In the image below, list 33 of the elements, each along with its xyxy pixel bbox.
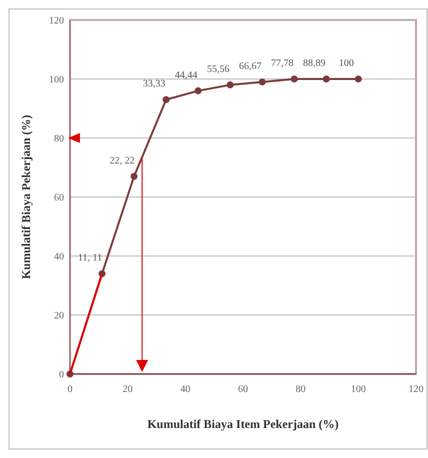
x-tick-label: 60: [238, 384, 248, 395]
annotation: 55,56: [206, 64, 230, 75]
y-tick-label: 40: [54, 252, 64, 262]
point: [290, 76, 298, 82]
annotation: 33,33: [142, 78, 166, 90]
x-tick-label: 100: [350, 384, 366, 395]
x-tick-label: 40: [180, 384, 190, 395]
point: [130, 172, 138, 180]
x-tick-label: 120: [408, 384, 424, 395]
x-tick-label: 80: [296, 384, 306, 395]
point: [354, 76, 362, 82]
annotation: 77,78: [271, 58, 294, 69]
point: [258, 78, 266, 86]
y-tick-label: 100: [49, 74, 64, 86]
point: [322, 76, 330, 82]
y-tick-label: 60: [54, 192, 64, 204]
x-tick-label: 20: [122, 384, 133, 395]
annotation: 100: [338, 58, 354, 69]
y-tick-label: 0: [59, 370, 64, 380]
annotation: 44,44: [174, 70, 198, 81]
annotation: 22, 22: [110, 155, 135, 166]
annotation: 88,89: [303, 58, 326, 69]
point: [194, 87, 202, 94]
x-tick-label: 0: [68, 384, 72, 395]
annotation: 11, 11: [78, 252, 102, 264]
annotation: 66,67: [238, 60, 262, 72]
point: [226, 81, 234, 88]
y-axis-title: Kumulatif Biaya Pekerjaan (%): [19, 114, 33, 280]
y-tick-label: 120: [49, 16, 64, 26]
point: [162, 96, 170, 104]
y-tick-label: 20: [54, 310, 64, 322]
y-tick-label: 80: [54, 134, 64, 144]
x-axis-title: Kumulatif Biaya Item Pekerjaan (%): [147, 417, 339, 431]
